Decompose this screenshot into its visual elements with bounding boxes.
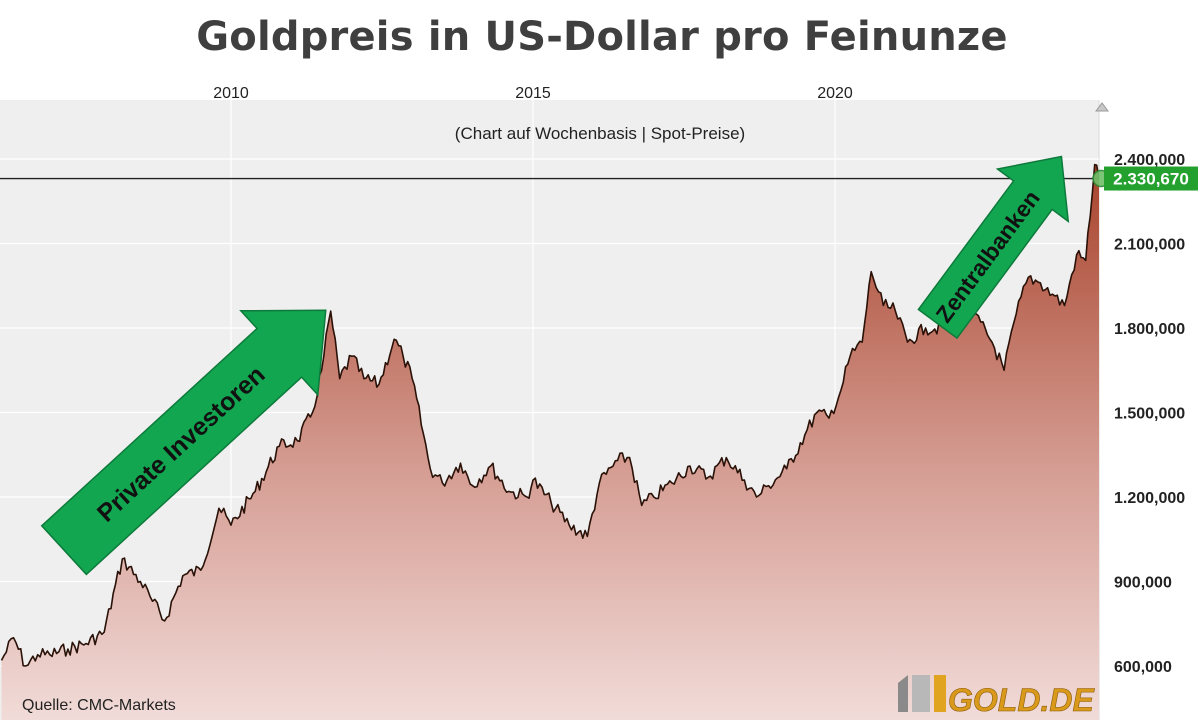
y-tick-label: 1.200,000 <box>1114 490 1185 507</box>
axis-scroll-up-icon[interactable] <box>1095 102 1109 112</box>
y-tick-label: 900,000 <box>1114 575 1172 592</box>
y-tick-label: 2.400,000 <box>1114 152 1185 169</box>
current-price-indicator: 2.330,670 <box>0 166 1198 191</box>
x-tick-label: 2020 <box>817 85 853 102</box>
price-area <box>1 164 1099 720</box>
gold-de-logo: GOLD.DE <box>898 675 1096 718</box>
y-tick-label: 1.800,000 <box>1114 321 1185 338</box>
chart-subtitle: (Chart auf Wochenbasis | Spot-Preise) <box>455 124 745 143</box>
logo-text: GOLD.DE <box>948 682 1095 718</box>
chart-title: Goldpreis in US-Dollar pro Feinunze <box>196 14 1008 60</box>
x-tick-label: 2010 <box>213 85 249 102</box>
y-tick-label: 2.100,000 <box>1114 237 1185 254</box>
current-price-label: 2.330,670 <box>1113 170 1189 189</box>
x-axis-ticks: 2010 2015 2020 <box>213 85 853 102</box>
x-tick-label: 2015 <box>515 85 551 102</box>
source-label: Quelle: CMC-Markets <box>22 697 176 714</box>
price-line <box>0 163 1099 667</box>
y-tick-label: 1.500,000 <box>1114 406 1185 423</box>
y-tick-label: 600,000 <box>1114 659 1172 676</box>
current-price-badge <box>1104 166 1198 191</box>
price-series <box>0 163 1099 720</box>
y-axis-panel <box>1099 100 1204 720</box>
y-axis-ticks: 600,000 900,000 1.200,000 1.500,000 1.800,00… <box>1114 152 1185 676</box>
